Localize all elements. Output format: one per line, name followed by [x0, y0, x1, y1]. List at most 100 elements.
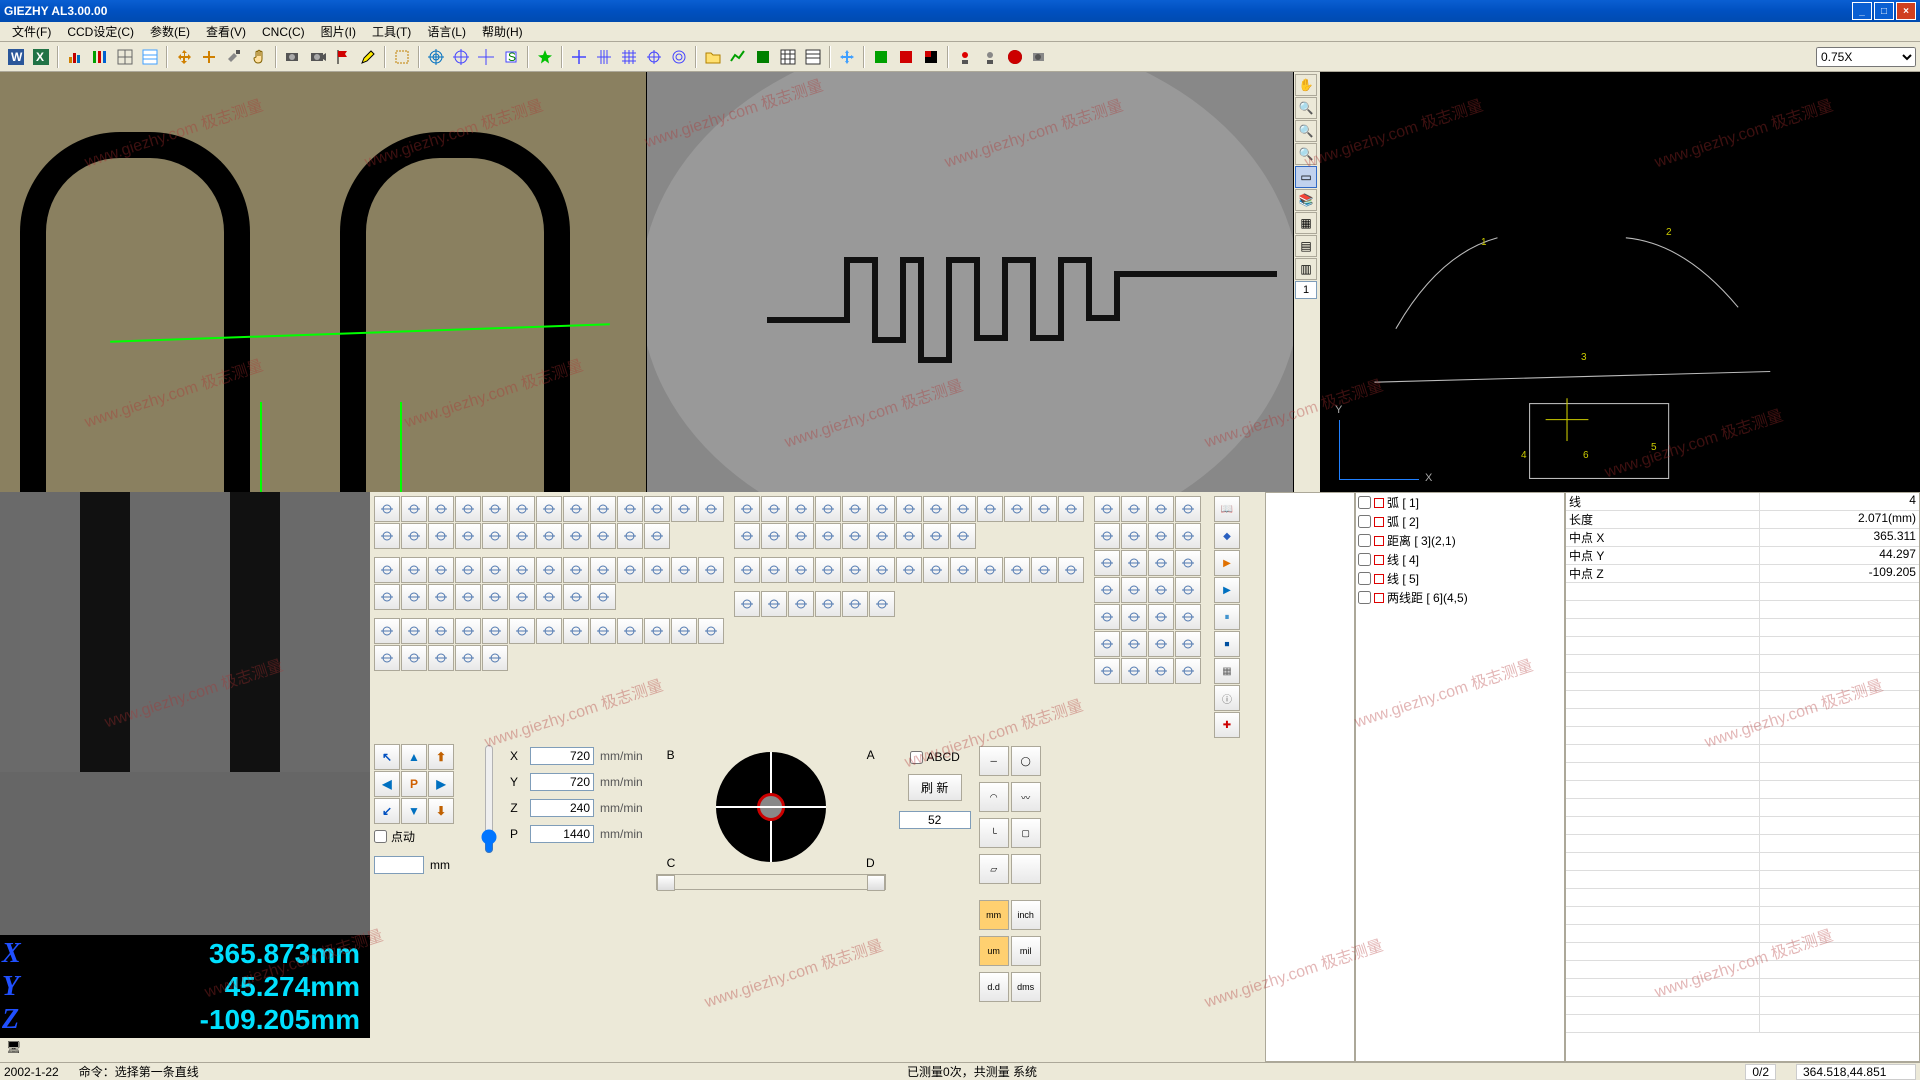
prop-row[interactable] [1566, 889, 1919, 907]
dt2-3[interactable] [815, 557, 841, 583]
vt-grid2-icon[interactable]: ▤ [1295, 235, 1317, 257]
dt1-5[interactable] [869, 496, 895, 522]
tb-flag-icon[interactable] [331, 45, 355, 69]
mt1-17[interactable] [482, 523, 508, 549]
mt2-11[interactable] [671, 557, 697, 583]
dt3-0[interactable] [734, 591, 760, 617]
shape-line-icon[interactable]: ─ [979, 746, 1009, 776]
ct-8[interactable] [1094, 550, 1120, 576]
tb-book-icon[interactable] [751, 45, 775, 69]
vt-grid3-icon[interactable]: ▥ [1295, 258, 1317, 280]
mt1-2[interactable] [428, 496, 454, 522]
unit-dms-button[interactable]: dms [1011, 972, 1041, 1002]
mt2-1[interactable] [401, 557, 427, 583]
shape-para-icon[interactable]: ▱ [979, 854, 1009, 884]
mt3-16[interactable] [455, 645, 481, 671]
prop-row[interactable] [1566, 637, 1919, 655]
ct-16[interactable] [1094, 604, 1120, 630]
ct-0[interactable] [1094, 496, 1120, 522]
menu-params[interactable]: 参数(E) [142, 21, 198, 42]
mm-input[interactable] [374, 856, 424, 874]
feature-list[interactable]: 弧 [ 1]弧 [ 2]距离 [ 3](2,1)线 [ 4]线 [ 5]两线距 … [1355, 492, 1565, 1062]
ct-19[interactable] [1175, 604, 1201, 630]
mt2-21[interactable] [590, 584, 616, 610]
vt-zoomout-icon[interactable]: 🔍 [1295, 120, 1317, 142]
ct-27[interactable] [1175, 658, 1201, 684]
play-1[interactable]: ◆ [1214, 523, 1240, 549]
tb-pen-icon[interactable] [356, 45, 380, 69]
prop-row[interactable] [1566, 907, 1919, 925]
dt1-9[interactable] [977, 496, 1003, 522]
tb-excel-icon[interactable]: X [29, 45, 53, 69]
dt2-11[interactable] [1031, 557, 1057, 583]
nav-e[interactable]: ▶ [428, 771, 454, 797]
menu-view[interactable]: 查看(V) [198, 21, 254, 42]
mt1-19[interactable] [536, 523, 562, 549]
mt3-1[interactable] [401, 618, 427, 644]
mt1-14[interactable] [401, 523, 427, 549]
tb-sq-black-icon[interactable] [919, 45, 943, 69]
ct-14[interactable] [1148, 577, 1174, 603]
tb-cam2-icon[interactable] [306, 45, 330, 69]
dt1-17[interactable] [842, 523, 868, 549]
unit-dd-button[interactable]: d.d [979, 972, 1009, 1002]
tb-word-icon[interactable]: W [4, 45, 28, 69]
mt1-8[interactable] [590, 496, 616, 522]
ct-1[interactable] [1121, 496, 1147, 522]
feature-row[interactable]: 线 [ 4] [1356, 550, 1564, 569]
vt-grid-icon[interactable]: ▦ [1295, 212, 1317, 234]
nav-w[interactable]: ◀ [374, 771, 400, 797]
ct-4[interactable] [1094, 523, 1120, 549]
tb-cam1-icon[interactable] [281, 45, 305, 69]
minimize-button[interactable]: _ [1852, 2, 1872, 20]
prop-row[interactable] [1566, 655, 1919, 673]
dt1-14[interactable] [761, 523, 787, 549]
mt2-15[interactable] [428, 584, 454, 610]
abcd-num-input[interactable] [899, 811, 971, 829]
tb-joy1-icon[interactable] [953, 45, 977, 69]
tb-s-icon[interactable]: S [499, 45, 523, 69]
ct-15[interactable] [1175, 577, 1201, 603]
tb-cross2-icon[interactable] [567, 45, 591, 69]
ct-3[interactable] [1175, 496, 1201, 522]
mt2-9[interactable] [617, 557, 643, 583]
play-7[interactable]: ⓘ [1214, 685, 1240, 711]
dt1-3[interactable] [815, 496, 841, 522]
vt-num-input[interactable] [1295, 281, 1317, 299]
mt1-0[interactable] [374, 496, 400, 522]
zoom-select[interactable]: 0.75X [1816, 47, 1916, 67]
feature-row[interactable]: 距离 [ 3](2,1) [1356, 531, 1564, 550]
mt1-15[interactable] [428, 523, 454, 549]
tb-table-icon[interactable] [138, 45, 162, 69]
prop-row[interactable] [1566, 763, 1919, 781]
ct-24[interactable] [1094, 658, 1120, 684]
vt-zoomin-icon[interactable]: 🔍 [1295, 97, 1317, 119]
prop-row[interactable] [1566, 799, 1919, 817]
tb-bars-icon[interactable] [88, 45, 112, 69]
nav-sw[interactable]: ↙ [374, 798, 400, 824]
camera-view-mid[interactable] [647, 72, 1293, 492]
mt3-6[interactable] [536, 618, 562, 644]
mt2-13[interactable] [374, 584, 400, 610]
thumbnail-view[interactable] [0, 492, 370, 935]
dt1-2[interactable] [788, 496, 814, 522]
feature-row[interactable]: 弧 [ 1] [1356, 493, 1564, 512]
mt2-0[interactable] [374, 557, 400, 583]
feature-row[interactable]: 弧 [ 2] [1356, 512, 1564, 531]
shape-circle-icon[interactable]: ◯ [1011, 746, 1041, 776]
mt1-12[interactable] [698, 496, 724, 522]
play-3[interactable]: ▶ [1214, 577, 1240, 603]
tb-sq-red-icon[interactable] [894, 45, 918, 69]
dt2-12[interactable] [1058, 557, 1084, 583]
prop-row[interactable] [1566, 925, 1919, 943]
prop-row[interactable]: 中点 X365.311 [1566, 529, 1919, 547]
mt1-6[interactable] [536, 496, 562, 522]
prop-row[interactable] [1566, 619, 1919, 637]
ct-11[interactable] [1175, 550, 1201, 576]
mt1-22[interactable] [617, 523, 643, 549]
tb-circ-cross-icon[interactable] [642, 45, 666, 69]
mt2-4[interactable] [482, 557, 508, 583]
ct-12[interactable] [1094, 577, 1120, 603]
dt2-4[interactable] [842, 557, 868, 583]
prop-row[interactable] [1566, 781, 1919, 799]
